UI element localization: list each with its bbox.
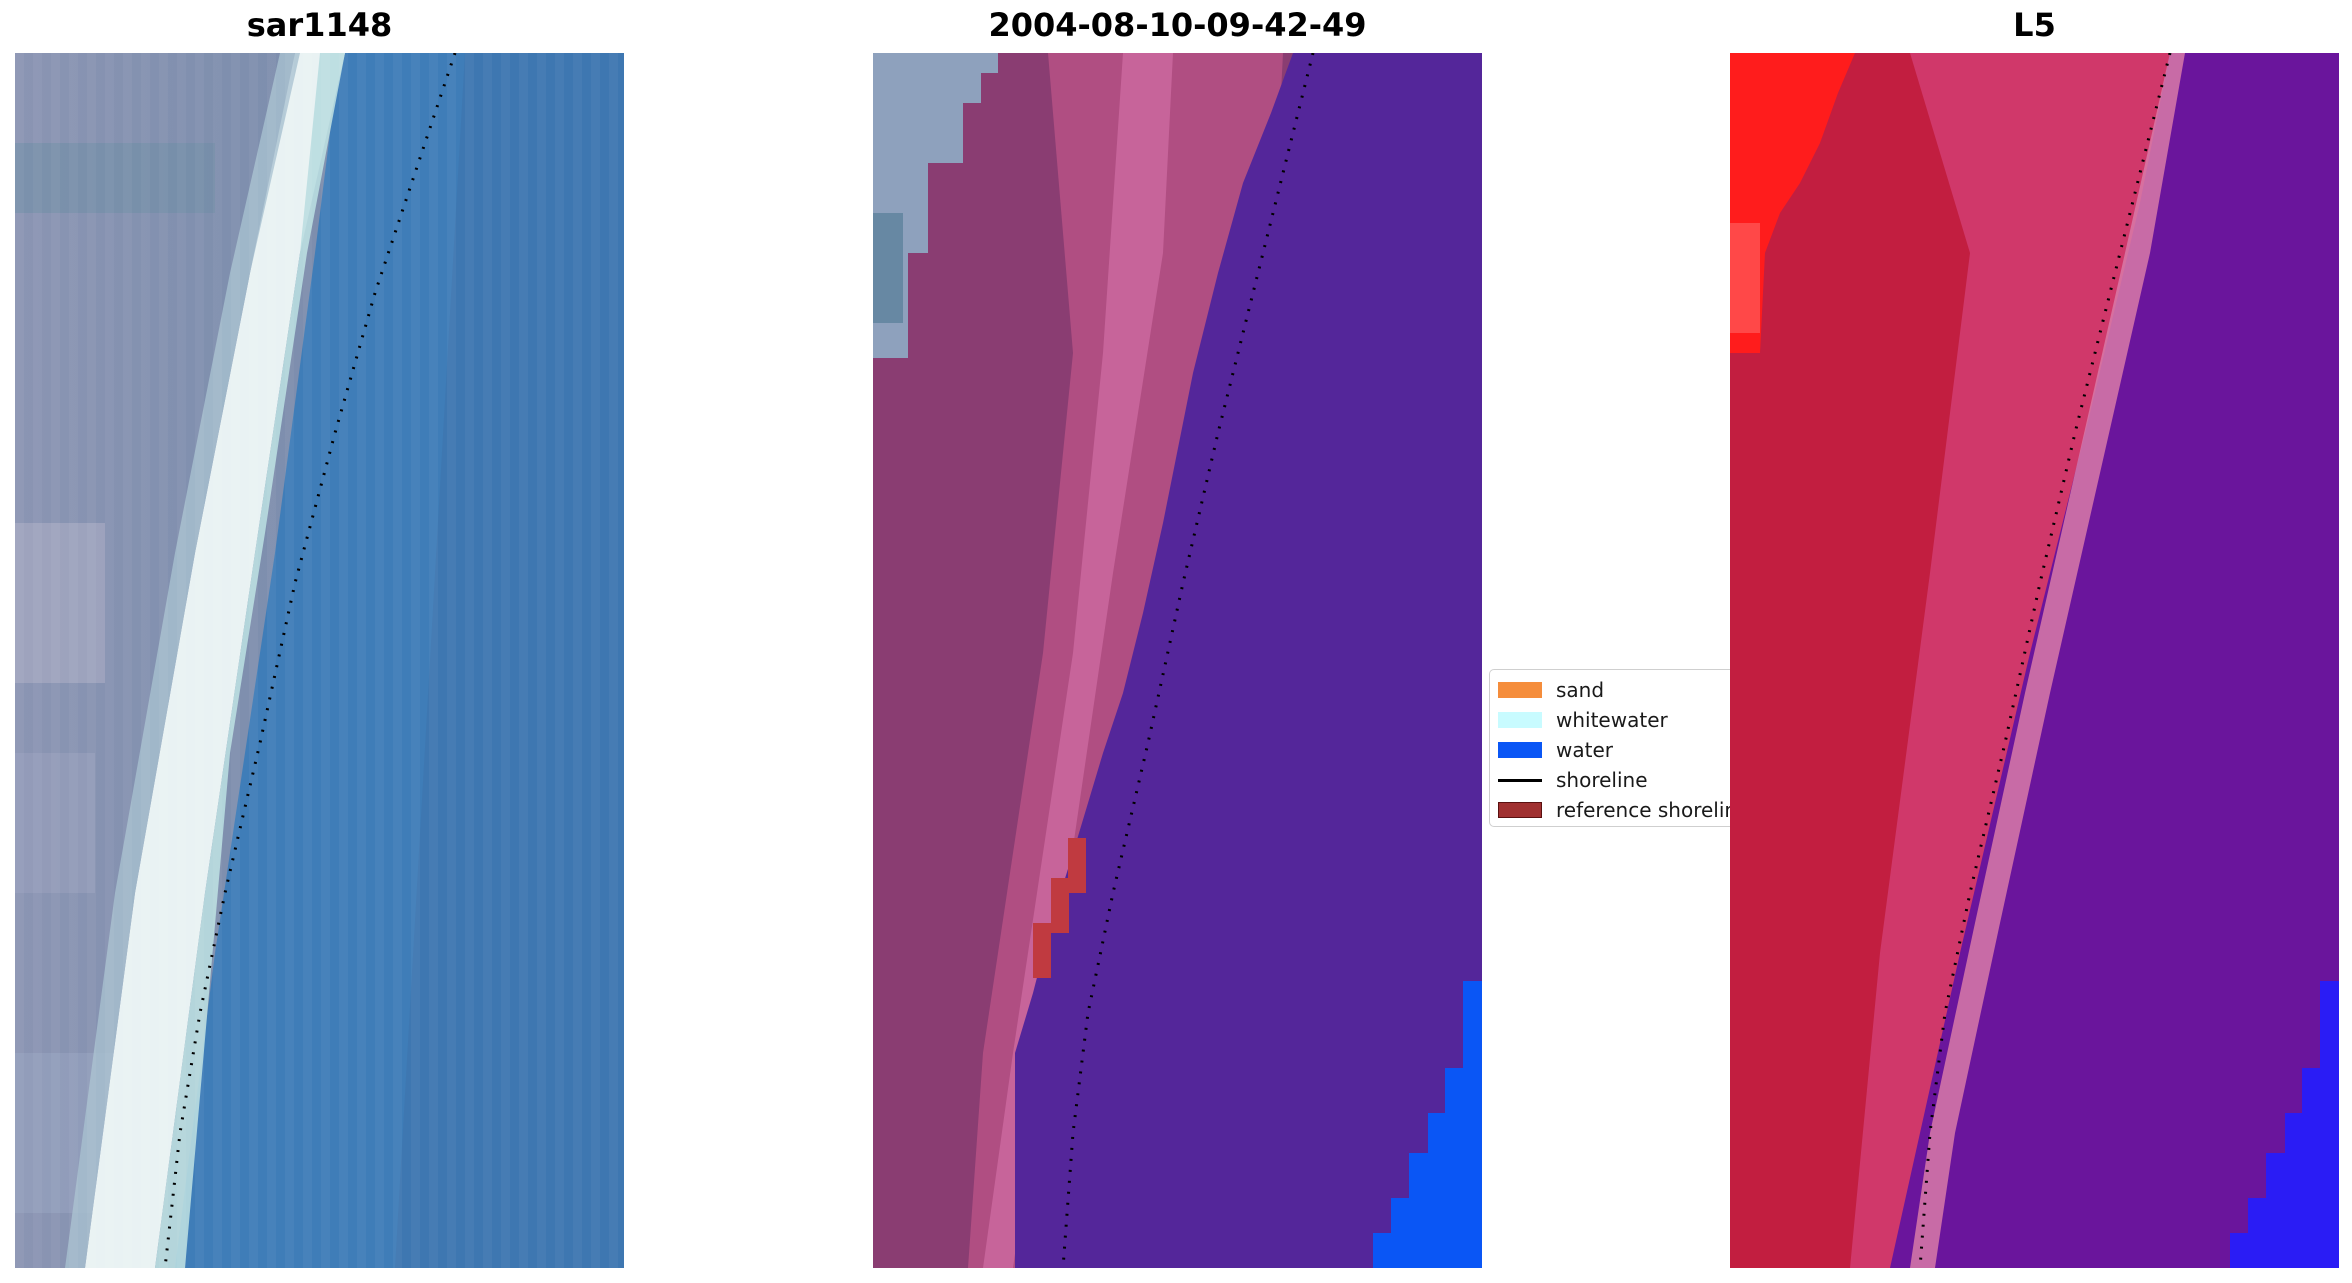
legend-item-shoreline: shoreline xyxy=(1498,767,1648,793)
panel-title-index: L5 xyxy=(2013,6,2056,44)
index-image-panel xyxy=(1730,53,2339,1268)
shoreline-line xyxy=(1918,53,2172,1268)
classified-image xyxy=(873,53,1482,1268)
classified-image-panel xyxy=(873,53,1482,1268)
legend-label-shoreline: shoreline xyxy=(1556,768,1648,792)
rgb-image xyxy=(15,53,624,1268)
legend-swatch-whitewater xyxy=(1498,712,1542,728)
legend-swatch-sand xyxy=(1498,682,1542,698)
legend: sand whitewater water shoreline referenc… xyxy=(1489,669,1730,827)
index-image xyxy=(1730,53,2339,1268)
rgb-image-panel xyxy=(15,53,624,1268)
legend-item-whitewater: whitewater xyxy=(1498,707,1668,733)
legend-label-water: water xyxy=(1556,738,1613,762)
legend-item-sand: sand xyxy=(1498,677,1604,703)
legend-swatch-water xyxy=(1498,742,1542,758)
legend-item-water: water xyxy=(1498,737,1613,763)
legend-label-whitewater: whitewater xyxy=(1556,708,1668,732)
legend-label-sand: sand xyxy=(1556,678,1605,702)
panel-title-rgb: sar1148 xyxy=(246,6,393,44)
panel-title-classified: 2004-08-10-09-42-49 xyxy=(988,6,1367,44)
legend-swatch-reference-shoreline xyxy=(1498,802,1542,818)
legend-swatch-shoreline xyxy=(1498,778,1542,782)
shoreline-line xyxy=(1061,53,1315,1268)
legend-item-reference-shoreline: reference shoreline xyxy=(1498,797,1730,823)
legend-label-reference-shoreline: reference shoreline xyxy=(1556,798,1730,822)
